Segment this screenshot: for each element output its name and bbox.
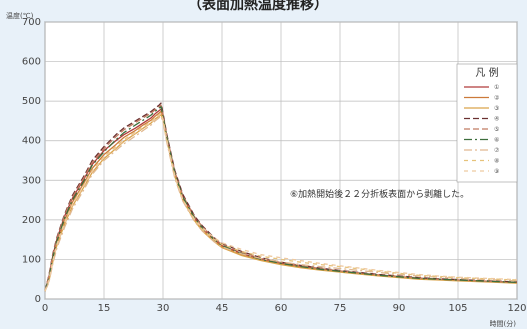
x-tick-label: 105 xyxy=(448,303,467,314)
y-tick-label: 100 xyxy=(22,254,41,265)
x-axis-label: 時間(分) xyxy=(490,319,517,328)
legend-label-6: ⑥ xyxy=(494,137,499,144)
x-tick-label: 60 xyxy=(275,303,288,314)
legend-label-8: ⑧ xyxy=(494,158,499,165)
y-tick-label: 600 xyxy=(22,57,41,68)
y-tick-label: 400 xyxy=(22,136,41,147)
annotation-text: ⑥加熱開始後２２分折板表面から剥離した。 xyxy=(290,188,469,200)
y-tick-label: 200 xyxy=(22,215,41,226)
y-tick-label: 300 xyxy=(22,175,41,186)
x-tick-label: 120 xyxy=(507,303,526,314)
x-tick-label: 15 xyxy=(98,303,111,314)
legend-label-7: ⑦ xyxy=(494,147,500,154)
y-tick-label: 500 xyxy=(22,96,41,107)
series-group xyxy=(44,102,518,292)
chart-title: （表面加熱温度推移） xyxy=(188,0,328,13)
legend: 凡 例 ① ② ③ ④ ⑤ ⑥ ⑦ ⑧ ⑨ xyxy=(456,63,518,183)
y-axis-label: 温度(℃) xyxy=(6,11,34,20)
legend-title: 凡 例 xyxy=(475,66,498,79)
x-tick-label: 90 xyxy=(393,303,406,314)
legend-box xyxy=(456,63,518,183)
series-line-9 xyxy=(44,113,518,292)
legend-label-5: ⑤ xyxy=(494,126,499,133)
x-tick-label: 45 xyxy=(216,303,229,314)
x-tick-label: 30 xyxy=(157,303,170,314)
y-tick-label: 0 xyxy=(35,294,41,305)
y-tick-label: 700 xyxy=(22,17,41,28)
legend-label-1: ① xyxy=(494,84,499,91)
legend-label-4: ④ xyxy=(494,116,499,123)
x-tick-label: 75 xyxy=(334,303,347,314)
x-tick-label: 0 xyxy=(42,303,48,314)
ticks-group: 0 100 200 300 400 500 600 700 0 15 30 45 60 75 90 105 12… xyxy=(22,17,527,314)
legend-label-3: ③ xyxy=(494,105,499,112)
legend-label-2: ② xyxy=(494,95,500,102)
legend-label-9: ⑨ xyxy=(494,168,499,175)
series-line-6 xyxy=(44,106,518,292)
grid xyxy=(44,21,518,300)
